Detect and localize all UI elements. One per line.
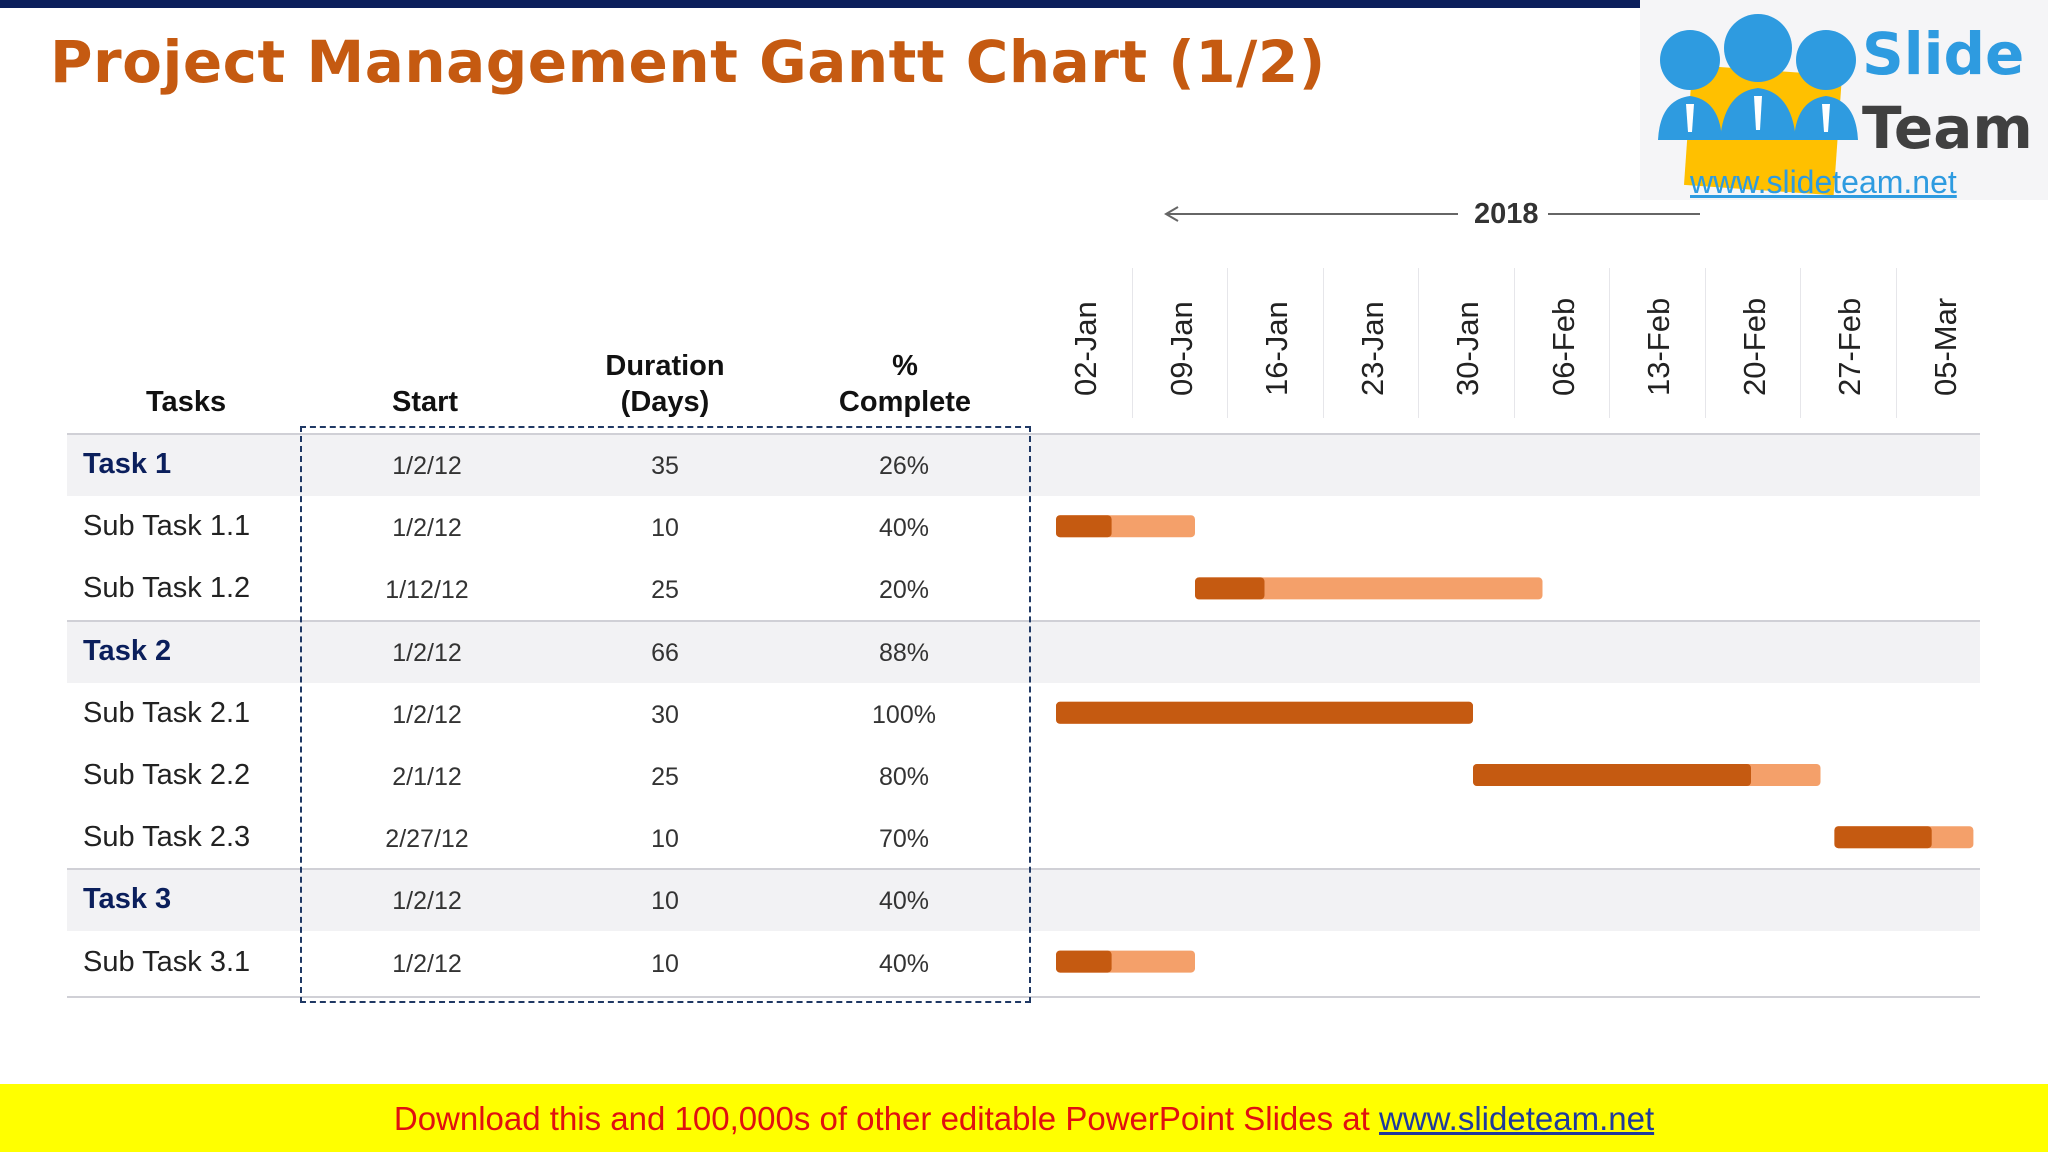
- row-task-name: Sub Task 1.1: [83, 510, 251, 543]
- date-gridline: [1704, 268, 1706, 418]
- row-duration: 10: [651, 887, 679, 916]
- date-tick-label: 02-Jan: [1068, 301, 1103, 396]
- row-duration: 25: [651, 763, 679, 791]
- footer-link[interactable]: www.slideteam.net: [1379, 1100, 1655, 1137]
- row-start: 2/1/12: [392, 763, 462, 791]
- row-duration: 10: [651, 949, 679, 978]
- date-tick-label: 20-Feb: [1736, 297, 1772, 396]
- date-gridline: [1131, 268, 1133, 418]
- row-separator: [67, 868, 1980, 871]
- row-task-name: Task 2: [83, 634, 172, 667]
- task-row-background: [67, 620, 1980, 683]
- table-values-highlight-box: [300, 426, 1031, 1003]
- year-label: 2018: [1474, 198, 1539, 230]
- row-task-name: Sub Task 1.2: [83, 572, 251, 605]
- date-tick-label: 27-Feb: [1832, 297, 1867, 396]
- date-gridline: [1418, 268, 1419, 418]
- row-task-name: Task 3: [83, 883, 172, 916]
- header-complete-line2: Complete: [838, 386, 972, 418]
- row-duration: 30: [651, 700, 679, 729]
- row-complete: 40%: [878, 949, 930, 978]
- row-separator: [67, 619, 1980, 622]
- row-start: 1/2/12: [392, 887, 462, 916]
- footer-text: Download this and 100,000s of other edit…: [0, 1100, 2048, 1138]
- row-complete: 20%: [878, 576, 930, 605]
- row-complete: 88%: [878, 638, 930, 667]
- row-start: 1/2/12: [392, 700, 462, 729]
- row-complete: 26%: [878, 452, 930, 480]
- date-tick-label: 23-Jan: [1354, 301, 1390, 396]
- row-start: 1/2/12: [392, 452, 462, 480]
- logo-text-team: Team: [1862, 94, 2033, 162]
- header-complete-line1: %: [892, 350, 918, 382]
- date-tick-label: 05-Mar: [1927, 297, 1963, 396]
- date-gridline: [1322, 268, 1324, 418]
- row-complete: 40%: [878, 514, 930, 543]
- footer-banner: [0, 1084, 2048, 1152]
- row-task-name: Sub Task 3.1: [83, 945, 251, 978]
- header-start: Start: [392, 386, 459, 418]
- row-start: 1/2/12: [392, 949, 462, 978]
- date-tick-label: 09-Jan: [1163, 301, 1199, 396]
- row-complete: 100%: [872, 700, 936, 729]
- gantt-bar-complete: [1834, 826, 1932, 849]
- row-duration: 35: [651, 452, 679, 480]
- row-duration: 66: [651, 638, 679, 667]
- date-tick-label: 30-Jan: [1450, 301, 1485, 396]
- footer-message: Download this and 100,000s of other edit…: [393, 1100, 1379, 1137]
- gantt-bar-complete: [1195, 577, 1265, 600]
- table-bottom-line: [67, 995, 1980, 998]
- header-tasks: Tasks: [146, 386, 227, 418]
- task-row-background: [67, 869, 1980, 932]
- logo-text-slide: Slide: [1862, 20, 2025, 88]
- row-start: 2/27/12: [385, 825, 469, 854]
- header-duration-line2: (Days): [620, 386, 710, 418]
- date-gridline: [1227, 268, 1228, 418]
- date-gridline: [1800, 268, 1801, 418]
- row-start: 1/2/12: [392, 514, 462, 543]
- row-start: 1/12/12: [385, 576, 469, 605]
- page-title: Project Management Gantt Chart (1/2): [50, 28, 1326, 96]
- top-accent-bar: [0, 0, 1640, 8]
- row-complete: 80%: [878, 763, 930, 791]
- row-complete: 70%: [878, 825, 930, 854]
- row-task-name: Task 1: [83, 448, 172, 480]
- row-start: 1/2/12: [392, 638, 462, 667]
- gantt-bar-total: [1195, 577, 1543, 600]
- date-gridline: [1513, 268, 1515, 418]
- row-task-name: Sub Task 2.1: [83, 696, 251, 729]
- row-task-name: Sub Task 2.2: [83, 759, 251, 791]
- row-task-name: Sub Task 2.3: [83, 821, 251, 854]
- header-duration-line1: Duration: [605, 350, 725, 382]
- year-arrow: [1164, 206, 1700, 222]
- task-row-background: [67, 434, 1980, 496]
- date-tick-label: 06-Feb: [1545, 297, 1581, 396]
- gantt-bar-complete: [1473, 764, 1751, 786]
- header-duration: Duration (Days): [600, 348, 730, 420]
- gantt-bar-complete: [1056, 515, 1112, 538]
- header-complete: % Complete: [830, 348, 980, 420]
- gantt-bar-complete: [1056, 701, 1473, 724]
- row-complete: 40%: [878, 887, 930, 916]
- gantt-bar-complete: [1056, 950, 1112, 973]
- date-tick-label: 13-Feb: [1641, 297, 1676, 396]
- date-gridline: [1895, 268, 1897, 418]
- logo-url-link[interactable]: www.slideteam.net: [1690, 164, 1957, 200]
- date-gridline: [1609, 268, 1610, 418]
- date-tick-label: 16-Jan: [1259, 301, 1294, 396]
- slideteam-logo: [1640, 0, 2048, 200]
- row-duration: 25: [651, 576, 679, 605]
- row-duration: 10: [651, 514, 679, 543]
- row-duration: 10: [651, 825, 679, 854]
- row-separator: [67, 433, 1980, 435]
